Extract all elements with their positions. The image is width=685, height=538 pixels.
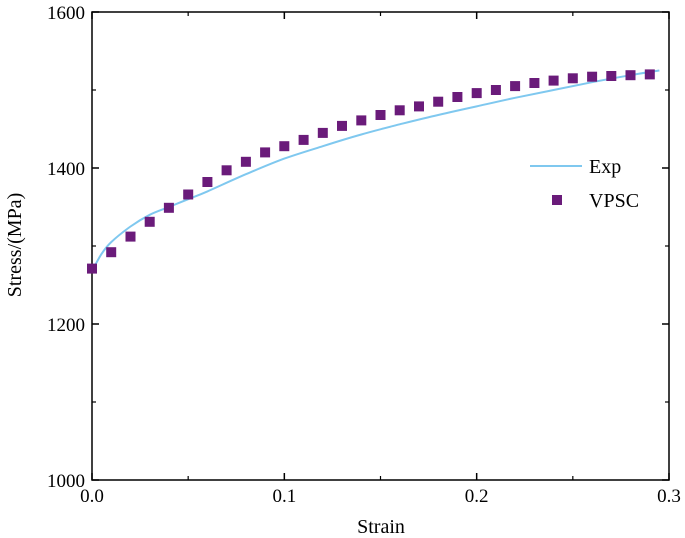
vpsc-point [183,189,194,200]
vpsc-point [433,96,444,107]
legend-vpsc-label: VPSC [589,190,639,212]
legend-exp-label: Exp [589,156,621,178]
x-axis-ticks: 0.0 0.1 0.2 0.3 [80,12,681,507]
vpsc-point [471,88,482,99]
y-axis-title: Stress/(MPa) [4,193,26,297]
vpsc-point [337,120,347,131]
vpsc-point [87,263,97,274]
vpsc-point [375,110,386,120]
vpsc-point [414,101,424,112]
x-tick-label: 0.2 [465,486,489,507]
vpsc-point [587,71,598,82]
vpsc-point [452,92,463,102]
vpsc-point [644,69,655,80]
vpsc-point [625,70,636,81]
vpsc-point [106,247,117,258]
vpsc-point [163,202,174,213]
vpsc-point [279,141,290,152]
y-tick-label: 1600 [47,3,85,24]
legend-vpsc-marker [552,195,562,205]
vpsc-point [490,85,501,95]
x-tick-label: 0.3 [657,486,681,507]
x-tick-label: 0.1 [272,486,296,507]
x-axis-title: Strain [357,516,405,538]
legend: Exp VPSC [530,156,639,212]
vpsc-point [567,73,578,84]
vpsc-point [260,147,271,158]
plot-border [91,11,670,481]
vpsc-point [356,115,367,126]
exp-series-line [91,69,660,272]
y-tick-label: 1000 [47,471,85,492]
vpsc-point [144,216,155,227]
vpsc-point [317,127,328,138]
vpsc-point [240,156,251,167]
vpsc-point [125,231,136,242]
vpsc-point [221,165,232,176]
plot-frame [91,11,670,481]
vpsc-point [529,78,540,88]
y-tick-label: 1400 [47,159,85,180]
vpsc-point [202,177,213,187]
vpsc-point [606,71,617,81]
vpsc-point [510,81,521,92]
vpsc-point [298,134,309,145]
vpsc-point [548,75,559,86]
y-axis-ticks: 1000 1200 1400 1600 [47,3,669,492]
x-tick-label: 0.0 [80,486,104,507]
series-layer [87,69,660,274]
y-tick-label: 1200 [47,315,85,336]
vpsc-point [394,105,405,116]
